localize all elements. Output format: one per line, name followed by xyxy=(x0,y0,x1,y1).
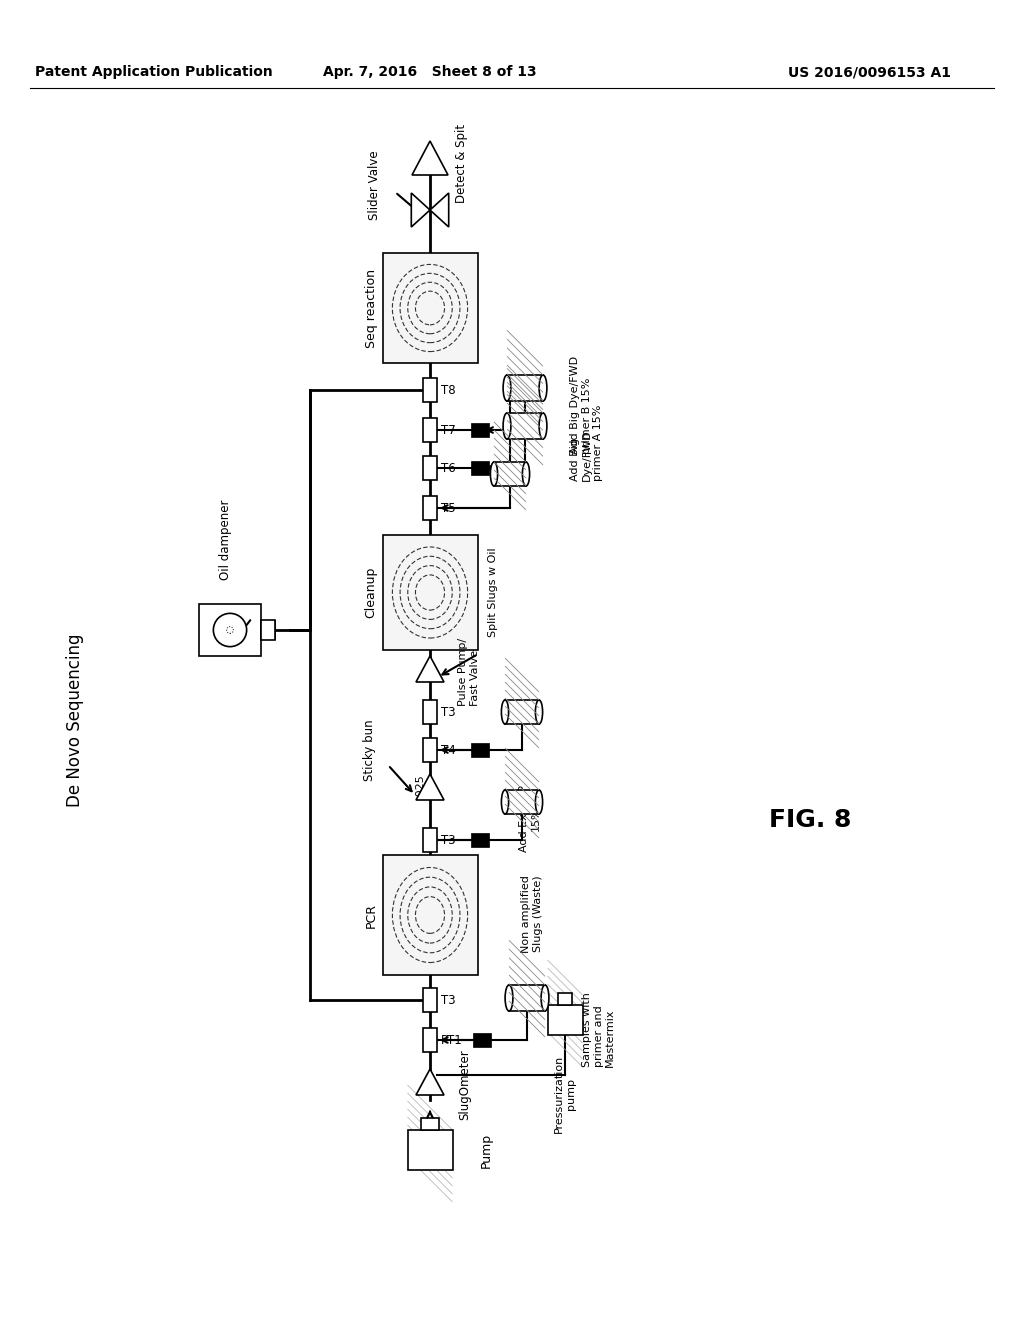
Bar xyxy=(383,535,477,649)
Bar xyxy=(509,985,545,1011)
Ellipse shape xyxy=(536,700,543,723)
Bar xyxy=(558,993,572,1005)
Bar xyxy=(423,496,437,520)
Text: Apr. 7, 2016   Sheet 8 of 13: Apr. 7, 2016 Sheet 8 of 13 xyxy=(324,65,537,79)
Ellipse shape xyxy=(522,462,529,486)
Text: Add Big
Dye/FWD
primer A 15%: Add Big Dye/FWD primer A 15% xyxy=(570,405,603,482)
Circle shape xyxy=(213,614,247,647)
Ellipse shape xyxy=(503,375,511,401)
Ellipse shape xyxy=(490,462,498,486)
Text: Pressurization
pump: Pressurization pump xyxy=(554,1055,575,1134)
Polygon shape xyxy=(412,193,430,227)
Text: Slider Valve: Slider Valve xyxy=(369,150,382,220)
Text: T3: T3 xyxy=(441,833,456,846)
Text: Pulse Pump/
Fast Valve: Pulse Pump/ Fast Valve xyxy=(458,638,479,706)
Ellipse shape xyxy=(502,789,509,814)
Bar xyxy=(423,828,437,851)
Ellipse shape xyxy=(536,789,543,814)
Circle shape xyxy=(226,627,233,634)
Bar xyxy=(408,1130,453,1170)
Bar xyxy=(507,375,543,401)
Text: SlugOmeter: SlugOmeter xyxy=(458,1049,471,1121)
Bar xyxy=(473,1034,490,1047)
Bar xyxy=(423,738,437,762)
Text: Cleanup: Cleanup xyxy=(365,566,378,618)
Text: FIG. 8: FIG. 8 xyxy=(769,808,851,832)
Bar xyxy=(507,413,543,440)
Ellipse shape xyxy=(539,375,547,401)
Bar xyxy=(423,378,437,403)
Polygon shape xyxy=(416,774,444,800)
Bar xyxy=(505,700,539,723)
Polygon shape xyxy=(416,1069,444,1096)
Ellipse shape xyxy=(505,985,513,1011)
Text: Patent Application Publication: Patent Application Publication xyxy=(35,65,272,79)
Text: Pump: Pump xyxy=(480,1133,493,1168)
Text: T3: T3 xyxy=(441,705,456,718)
Text: Add ExoSAP
15%: Add ExoSAP 15% xyxy=(519,785,541,851)
Bar xyxy=(505,789,539,814)
Bar xyxy=(261,620,275,639)
Text: PCR: PCR xyxy=(365,903,378,928)
Bar xyxy=(505,789,539,814)
Bar xyxy=(423,455,437,480)
Ellipse shape xyxy=(503,413,511,440)
Text: Non amplified
Slugs (Waste): Non amplified Slugs (Waste) xyxy=(521,875,543,953)
Ellipse shape xyxy=(539,413,547,440)
Bar xyxy=(471,422,489,437)
Bar xyxy=(509,985,545,1011)
Bar xyxy=(261,620,275,640)
Text: De Novo Sequencing: De Novo Sequencing xyxy=(66,634,84,807)
Bar xyxy=(423,700,437,723)
Bar xyxy=(494,462,526,486)
Bar xyxy=(383,855,477,975)
Polygon shape xyxy=(430,193,449,227)
Bar xyxy=(423,987,437,1012)
Text: Sticky bun: Sticky bun xyxy=(364,719,377,781)
Bar xyxy=(471,833,489,847)
Bar xyxy=(471,461,489,475)
Bar xyxy=(423,418,437,442)
Bar xyxy=(383,253,477,363)
Polygon shape xyxy=(416,656,444,682)
Text: .025: .025 xyxy=(415,774,425,799)
Polygon shape xyxy=(412,141,449,176)
Bar xyxy=(494,462,526,486)
Bar xyxy=(199,605,261,656)
Text: US 2016/0096153 A1: US 2016/0096153 A1 xyxy=(788,65,951,79)
Bar xyxy=(507,375,543,401)
Text: T6: T6 xyxy=(441,462,456,474)
Bar xyxy=(505,700,539,723)
Text: PT1: PT1 xyxy=(441,1034,463,1047)
Text: T3: T3 xyxy=(441,994,456,1006)
Text: Add Big Dye/FWD
primer B 15%: Add Big Dye/FWD primer B 15% xyxy=(570,356,592,454)
Ellipse shape xyxy=(502,700,509,723)
Ellipse shape xyxy=(541,985,549,1011)
Text: Split Slugs w Oil: Split Slugs w Oil xyxy=(487,548,498,638)
Text: Samples with
primer and
Mastermix: Samples with primer and Mastermix xyxy=(582,993,615,1068)
Text: T7: T7 xyxy=(441,424,456,437)
Text: T4: T4 xyxy=(441,743,456,756)
Bar xyxy=(548,1005,583,1035)
Text: Detect & Spit: Detect & Spit xyxy=(455,124,468,202)
Bar xyxy=(423,1028,437,1052)
Bar xyxy=(507,413,543,440)
Bar xyxy=(471,743,489,756)
Text: T5: T5 xyxy=(441,502,456,515)
Text: Oil dampener: Oil dampener xyxy=(218,499,231,579)
Text: Seq reaction: Seq reaction xyxy=(365,268,378,347)
Text: T8: T8 xyxy=(441,384,456,396)
Bar xyxy=(421,1118,439,1130)
